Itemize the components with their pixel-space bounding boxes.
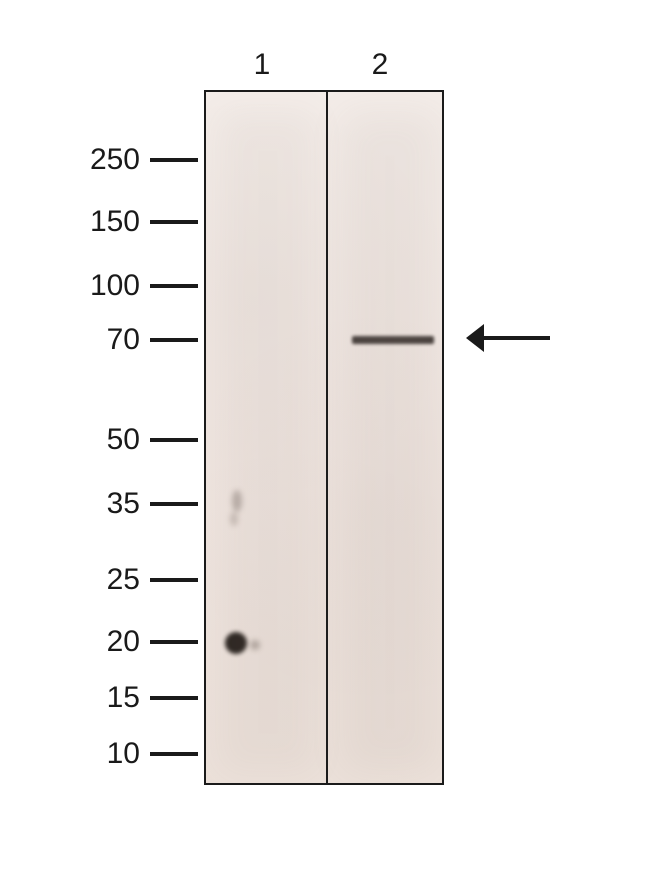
- blot-membrane: [204, 90, 444, 785]
- artifact-lane-shadow-4: [342, 112, 438, 772]
- mw-label-10: 10: [107, 737, 140, 771]
- mw-label-35: 35: [107, 487, 140, 521]
- mw-tick-250: [150, 158, 198, 162]
- mw-tick-10: [150, 752, 198, 756]
- artifact-lane-shadow-5: [220, 112, 316, 772]
- mw-tick-70: [150, 338, 198, 342]
- lane-2-label: 2: [365, 48, 395, 82]
- mw-tick-50: [150, 438, 198, 442]
- mw-label-20: 20: [107, 625, 140, 659]
- lane-1-label: 1: [247, 48, 277, 82]
- mw-label-50: 50: [107, 423, 140, 457]
- mw-label-15: 15: [107, 681, 140, 715]
- mw-label-25: 25: [107, 563, 140, 597]
- mw-tick-100: [150, 284, 198, 288]
- mw-tick-150: [150, 220, 198, 224]
- mw-label-100: 100: [90, 269, 140, 303]
- band-indicator-arrow-shaft: [482, 336, 550, 340]
- mw-label-150: 150: [90, 205, 140, 239]
- mw-tick-20: [150, 640, 198, 644]
- mw-label-70: 70: [107, 323, 140, 357]
- lane-divider: [326, 92, 328, 783]
- mw-label-250: 250: [90, 143, 140, 177]
- mw-tick-35: [150, 502, 198, 506]
- band-indicator-arrow-head: [466, 324, 484, 352]
- mw-tick-15: [150, 696, 198, 700]
- mw-tick-25: [150, 578, 198, 582]
- western-blot-figure: 1 2 250 150 100 70 50 35 25 20 15 10: [0, 0, 650, 870]
